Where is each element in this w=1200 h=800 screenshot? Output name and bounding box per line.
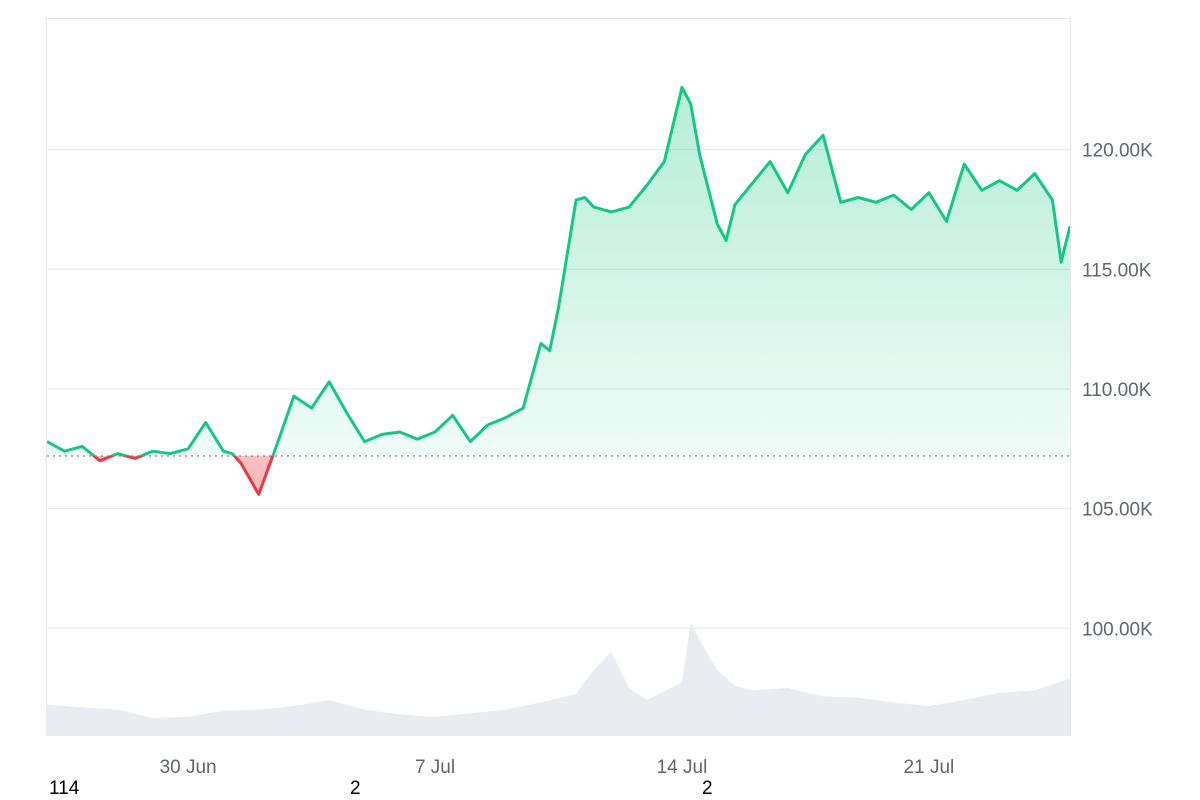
x-tick-label: 21 Jul [904,757,955,778]
x-tick-label: 7 Jul [415,757,455,778]
y-tick-label: 115.00K [1082,260,1152,281]
price-area-below-baseline [94,455,273,495]
price-line-up [46,85,1072,456]
volume-shape [47,622,1070,736]
chart-border-right [1070,18,1071,736]
footer-mid-value-2: 2 [702,778,713,799]
volume-area [47,622,1070,736]
price-area [47,87,1070,495]
price-lines [46,85,1072,496]
x-axis-ticks: 30 Jun 7 Jul 14 Jul 21 Jul [160,757,955,778]
y-tick-label: 110.00K [1082,380,1152,401]
y-tick-label: 105.00K [1082,500,1153,521]
y-tick-label: 120.00K [1082,141,1153,162]
x-tick-label: 14 Jul [657,757,708,778]
chart-border-top [46,18,1071,19]
chart-border-left [46,18,47,736]
y-axis-ticks: 100.00K 105.00K 110.00K 115.00K 120.00K [1082,141,1153,641]
footer-left-value: 114 [49,778,80,799]
footer-mid-value-1: 2 [350,778,361,799]
x-tick-label: 30 Jun [160,757,217,778]
price-area-above-baseline [47,87,1070,456]
y-tick-label: 100.00K [1082,619,1153,640]
